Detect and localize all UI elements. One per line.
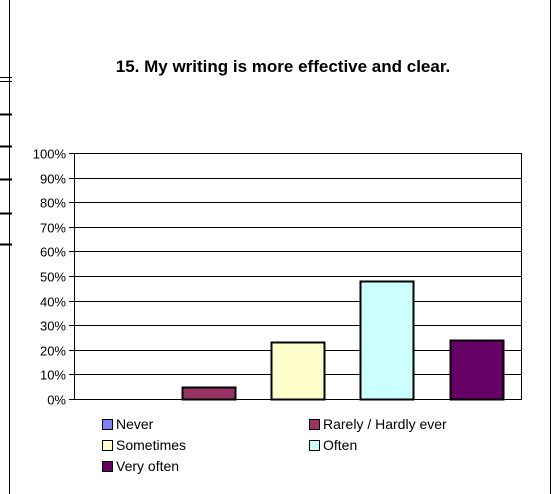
y-tick-label: 50% — [40, 270, 66, 285]
legend-swatch — [309, 418, 320, 430]
legend-label: Rarely / Hardly ever — [323, 416, 447, 432]
legend-swatch — [309, 439, 320, 451]
y-tick-label: 100% — [33, 147, 67, 162]
legend-item: Rarely / Hardly ever — [309, 416, 447, 432]
axes-lines — [74, 153, 522, 400]
bar-sometimes — [270, 341, 326, 401]
legend-swatch — [102, 460, 113, 472]
bar-very-often — [449, 339, 505, 401]
legend-item: Never — [102, 416, 153, 432]
legend-swatch — [102, 418, 113, 430]
bar-often — [359, 280, 415, 401]
y-axis: 0% 10% 20% 30% 40% 50% 60% 70% 80% 90% 100% — [33, 147, 74, 408]
legend-label: Very often — [116, 458, 180, 474]
legend-label: Never — [116, 416, 154, 432]
y-tick-label: 20% — [40, 344, 66, 359]
y-tick-label: 40% — [40, 295, 66, 310]
legend-item: Very often — [102, 458, 179, 474]
y-tick-label: 30% — [40, 319, 66, 334]
y-tick-label: 80% — [40, 196, 66, 211]
y-tick-label: 0% — [47, 393, 66, 408]
legend: Never Rarely / Hardly ever Sometimes Often V… — [0, 416, 556, 486]
y-tick-label: 60% — [40, 245, 66, 260]
y-tick-label: 10% — [40, 368, 66, 383]
background-table-fragment — [0, 77, 12, 246]
bar-rarely-hardly-ever — [181, 386, 237, 401]
legend-label: Often — [323, 437, 358, 453]
bars — [181, 280, 505, 401]
legend-swatch — [102, 439, 113, 451]
legend-item: Sometimes — [102, 437, 186, 453]
y-tick-label: 70% — [40, 221, 66, 236]
legend-label: Sometimes — [116, 437, 187, 453]
chart-title: 15. My writing is more effective and cle… — [115, 57, 451, 76]
plot-area-border — [74, 153, 522, 400]
y-tick-label: 90% — [40, 172, 66, 187]
legend-item: Often — [309, 437, 357, 453]
